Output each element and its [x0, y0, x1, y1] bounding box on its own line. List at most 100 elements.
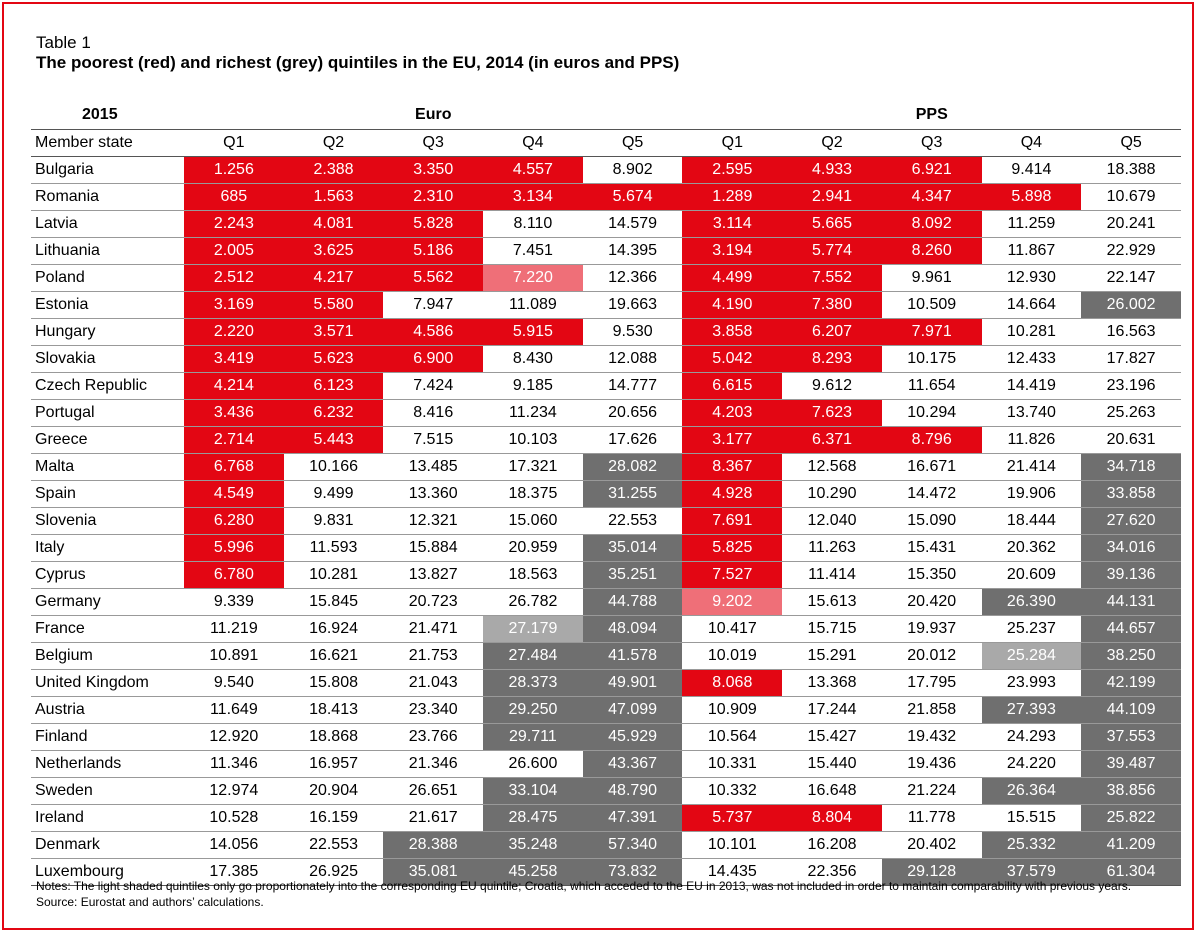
table-cell: 20.723: [383, 588, 484, 616]
table-cell: 8.260: [881, 237, 982, 265]
table-cell: 5.674: [582, 183, 683, 211]
table-cell: 11.826: [981, 426, 1082, 454]
table-cell: 25.284: [981, 642, 1082, 670]
table-cell: 15.715: [782, 615, 882, 643]
table-cell: 19.663: [582, 291, 683, 319]
member-state-name: Denmark: [31, 831, 184, 859]
table-row: Luxembourg 17.385 26.925 35.081 45.258 73.832…: [31, 858, 1181, 886]
column-header-pps-q5: Q5: [1081, 129, 1181, 157]
table-cell: 10.281: [283, 561, 384, 589]
member-state-name: Austria: [31, 696, 184, 724]
table-cell: 18.868: [283, 723, 384, 751]
column-header-euro-q1: Q1: [184, 129, 284, 157]
table-cell: 7.623: [782, 399, 882, 427]
euro-group-header: Euro: [184, 101, 683, 130]
table-cell: 16.621: [283, 642, 384, 670]
table-cell: 41.209: [1081, 831, 1181, 859]
table-cell: 9.499: [283, 480, 384, 508]
table-cell: 2.243: [184, 210, 284, 238]
table-cell: 15.613: [782, 588, 882, 616]
table-cell: 3.194: [682, 237, 783, 265]
table-cell: 16.563: [1081, 318, 1181, 346]
table-cell: 15.431: [881, 534, 982, 562]
table-cell: 16.159: [283, 804, 384, 832]
table-cell: 2.310: [383, 183, 484, 211]
table-cell: 2.220: [184, 318, 284, 346]
table-cell: 3.625: [283, 237, 384, 265]
table-cell: 44.109: [1081, 696, 1181, 724]
table-cell: 11.263: [782, 534, 882, 562]
table-row: Hungary 2.220 3.571 4.586 5.915 9.530 3.858 6.2…: [31, 318, 1181, 346]
table-cell: 7.380: [782, 291, 882, 319]
table-cell: 21.858: [881, 696, 982, 724]
table-cell: 3.858: [682, 318, 783, 346]
table-cell: 17.244: [782, 696, 882, 724]
table-row: Germany 9.339 15.845 20.723 26.782 44.788 9.20…: [31, 588, 1181, 616]
table-row: Malta 6.768 10.166 13.485 17.321 28.082 8.367 1…: [31, 453, 1181, 481]
table-cell: 12.433: [981, 345, 1082, 373]
table-cell: 34.016: [1081, 534, 1181, 562]
table-cell: 21.471: [383, 615, 484, 643]
table-row: Netherlands 11.346 16.957 21.346 26.600 43.36…: [31, 750, 1181, 778]
table-cell: 21.414: [981, 453, 1082, 481]
table-cell: 5.186: [383, 237, 484, 265]
table-cell: 8.293: [782, 345, 882, 373]
table-cell: 7.451: [483, 237, 583, 265]
table-cell: 2.714: [184, 426, 284, 454]
member-state-name: Estonia: [31, 291, 184, 319]
table-cell: 2.512: [184, 264, 284, 292]
table-cell: 7.515: [383, 426, 484, 454]
table-cell: 47.391: [582, 804, 683, 832]
table-cell: 21.346: [383, 750, 484, 778]
table-cell: 21.224: [881, 777, 982, 805]
table-cell: 1.563: [283, 183, 384, 211]
member-state-name: Poland: [31, 264, 184, 292]
table-cell: 61.304: [1081, 858, 1181, 886]
table-cell: 23.340: [383, 696, 484, 724]
table-cell: 33.104: [483, 777, 583, 805]
table-cell: 12.930: [981, 264, 1082, 292]
member-state-name: Latvia: [31, 210, 184, 238]
member-state-name: Czech Republic: [31, 372, 184, 400]
member-state-name: Bulgaria: [31, 156, 184, 184]
table-cell: 35.081: [383, 858, 484, 886]
table-cell: 11.089: [483, 291, 583, 319]
table-cell: 10.509: [881, 291, 982, 319]
table-cell: 4.214: [184, 372, 284, 400]
table-cell: 9.202: [682, 588, 783, 616]
table-cell: 35.014: [582, 534, 683, 562]
table-title: The poorest (red) and richest (grey) qui…: [36, 53, 680, 72]
table-cell: 3.169: [184, 291, 284, 319]
table-cell: 12.321: [383, 507, 484, 535]
member-state-name: Italy: [31, 534, 184, 562]
table-cell: 10.417: [682, 615, 783, 643]
table-cell: 9.961: [881, 264, 982, 292]
table-row: Bulgaria 1.256 2.388 3.350 4.557 8.902 2.595 4.…: [31, 156, 1181, 184]
table-cell: 8.804: [782, 804, 882, 832]
table-row: Cyprus 6.780 10.281 13.827 18.563 35.251 7.527…: [31, 561, 1181, 589]
table-cell: 4.347: [881, 183, 982, 211]
table-cell: 26.364: [981, 777, 1082, 805]
table-cell: 3.350: [383, 156, 484, 184]
table-cell: 27.620: [1081, 507, 1181, 535]
table-cell: 57.340: [582, 831, 683, 859]
table-cell: 10.175: [881, 345, 982, 373]
table-cell: 13.368: [782, 669, 882, 697]
table-cell: 6.371: [782, 426, 882, 454]
table-row: Belgium 10.891 16.621 21.753 27.484 41.578 10.…: [31, 642, 1181, 670]
table-cell: 10.019: [682, 642, 783, 670]
table-cell: 4.499: [682, 264, 783, 292]
member-state-name: France: [31, 615, 184, 643]
table-cell: 28.475: [483, 804, 583, 832]
table-cell: 25.822: [1081, 804, 1181, 832]
table-cell: 1.256: [184, 156, 284, 184]
table-cell: 8.902: [582, 156, 683, 184]
table-cell: 4.549: [184, 480, 284, 508]
table-cell: 6.615: [682, 372, 783, 400]
table-cell: 4.203: [682, 399, 783, 427]
table-cell: 10.331: [682, 750, 783, 778]
table-cell: 6.900: [383, 345, 484, 373]
table-cell: 3.177: [682, 426, 783, 454]
member-state-name: United Kingdom: [31, 669, 184, 697]
table-cell: 17.626: [582, 426, 683, 454]
